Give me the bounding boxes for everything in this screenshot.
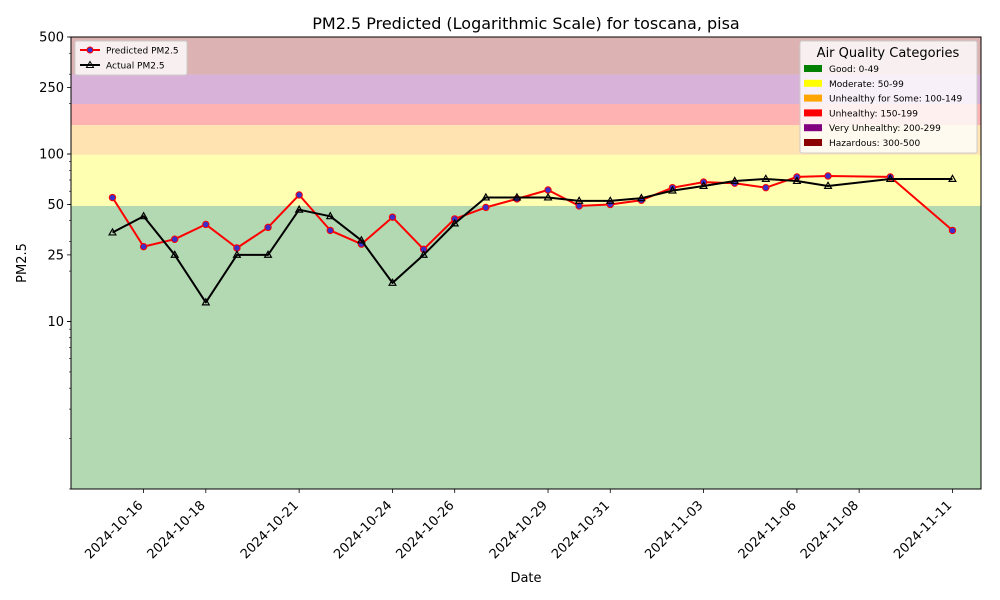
actual-point [512, 192, 522, 201]
actual-point [139, 211, 149, 220]
category-label: Unhealthy: 150-199 [829, 109, 918, 119]
y-tick-label: 50 [47, 198, 64, 213]
category-label: Moderate: 50-99 [829, 80, 904, 90]
actual-point [761, 174, 771, 182]
actual-point [636, 193, 646, 202]
x-tick-label: 2024-10-29 [487, 498, 551, 562]
actual-point [388, 278, 397, 286]
actual-point [294, 204, 304, 213]
category-swatch [804, 94, 822, 102]
actual-point [232, 250, 242, 258]
y-tick-label: 100 [39, 148, 64, 163]
predicted-point [295, 191, 303, 199]
predicted-point [824, 172, 832, 180]
x-tick-label: 2024-10-31 [549, 498, 613, 562]
aqi-band-0 [71, 205, 981, 489]
actual-point [543, 192, 553, 201]
x-tick-label: 2024-11-08 [798, 498, 862, 562]
actual-point [699, 181, 709, 189]
category-swatch [804, 65, 822, 72]
legend-actual-label: Actual PM2.5 [106, 62, 165, 72]
actual-point [948, 174, 957, 182]
category-swatch [804, 109, 822, 117]
y-tick-label: 25 [47, 248, 64, 263]
category-legend-items: Good: 0-49 Moderate: 50-99 Unhealthy for S… [804, 65, 962, 149]
series-legend-box [74, 40, 188, 76]
actual-point [419, 250, 429, 258]
predicted-point [264, 223, 272, 232]
actual-point [574, 196, 584, 204]
actual-point [356, 235, 366, 244]
predicted-point [108, 193, 117, 202]
actual-point [481, 192, 491, 201]
x-tick-label: 2024-10-18 [145, 498, 209, 562]
predicted-point [139, 242, 148, 251]
predicted-point [544, 186, 552, 194]
actual-point [605, 196, 615, 204]
y-tick-label: 500 [39, 31, 64, 46]
category-swatch [804, 79, 822, 87]
series-line-0 [111, 175, 954, 251]
category-swatch [804, 124, 822, 132]
x-tick-label: 2024-10-16 [82, 498, 146, 562]
x-tick-label: 2024-11-03 [642, 498, 706, 562]
x-axis-label: Date [510, 571, 541, 586]
x-tick-label: 2024-10-21 [238, 498, 302, 562]
actual-point [108, 227, 117, 236]
legend-actual-marker [85, 60, 95, 68]
category-legend-title: Air Quality Categories [817, 46, 960, 61]
predicted-point [202, 220, 210, 229]
category-label: Good: 0-49 [829, 65, 879, 75]
actual-point [450, 218, 460, 227]
chart-title: PM2.5 Predicted (Logarithmic Scale) for … [312, 14, 739, 33]
predicted-point [948, 226, 957, 235]
series-lines [108, 172, 957, 306]
actual-point [263, 250, 273, 258]
series-line-1 [112, 178, 953, 304]
legend-predicted-marker [86, 46, 94, 54]
category-label: Unhealthy for Some: 100-149 [829, 95, 962, 105]
x-tick-label: 2024-10-24 [331, 498, 395, 562]
series-legend: Predicted PM2.5 Actual PM2.5 [74, 40, 188, 76]
category-swatch [804, 139, 822, 146]
predicted-point [388, 213, 397, 221]
plot-frame [70, 36, 982, 490]
x-tick-label: 2024-11-06 [736, 498, 800, 562]
legend-predicted-label: Predicted PM2.5 [106, 47, 179, 57]
actual-point [885, 174, 895, 182]
y-axis-label: PM2.5 [15, 243, 30, 283]
category-label: Very Unhealthy: 200-299 [829, 124, 941, 134]
y-tick-label: 10 [47, 315, 64, 330]
predicted-point [762, 183, 770, 192]
x-tick-label: 2024-10-26 [393, 498, 457, 562]
actual-point [325, 211, 335, 220]
actual-point [668, 185, 677, 194]
predicted-point [171, 235, 179, 243]
aqi-band-3 [71, 104, 981, 126]
category-label: Hazardous: 300-500 [829, 139, 920, 149]
category-legend-box [799, 40, 978, 154]
predicted-point [482, 203, 490, 212]
y-axis: 10 25 50 100 250 500 [39, 31, 71, 490]
predicted-point [326, 226, 334, 235]
actual-point [170, 250, 180, 258]
actual-point [823, 181, 833, 189]
category-legend: Air Quality Categories Good: 0-49 Moderat… [799, 40, 978, 154]
actual-point [201, 297, 211, 306]
actual-point [792, 176, 802, 185]
actual-point [730, 176, 740, 185]
x-tick-label: 2024-11-11 [891, 498, 955, 562]
y-tick-label: 250 [39, 81, 64, 96]
